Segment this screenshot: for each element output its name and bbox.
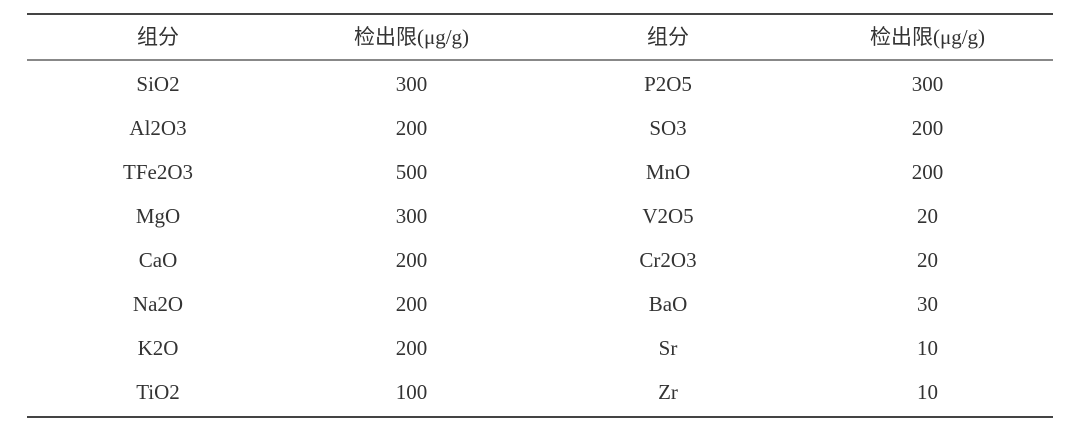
detection-limit-cell: 200 [395, 115, 428, 140]
component-cell: CaO [138, 247, 178, 272]
table-row: TFe2O3 500 MnO 200 [27, 150, 1053, 194]
table-row: TiO2 100 Zr 10 [27, 370, 1053, 414]
component-cell: BaO [648, 291, 688, 316]
header-component: 组分 [647, 24, 689, 49]
detection-limit-cell: 200 [911, 115, 944, 140]
detection-limit-cell: 100 [395, 379, 428, 404]
component-cell: SiO2 [136, 71, 180, 96]
detection-limit-cell: 20 [917, 247, 938, 272]
table-body: SiO2 300 P2O5 300 Al2O3 200 SO3 200 TFe2O3 500 MnO… [27, 61, 1053, 416]
detection-limit-cell: 30 [917, 291, 938, 316]
top-rule [27, 13, 1053, 15]
table-row: MgO 300 V2O5 20 [27, 194, 1053, 238]
detection-limit-cell: 300 [395, 203, 428, 228]
detection-limit-cell: 200 [911, 159, 944, 184]
component-cell: V2O5 [642, 203, 694, 228]
table-row: Al2O3 200 SO3 200 [27, 106, 1053, 150]
detection-limit-cell: 500 [395, 159, 428, 184]
component-cell: K2O [137, 335, 179, 360]
detection-limit-cell: 10 [917, 379, 938, 404]
detection-limit-cell: 200 [395, 247, 428, 272]
detection-limit-cell: 20 [917, 203, 938, 228]
detection-limit-cell: 300 [911, 71, 944, 96]
header-detection-limit: 检出限(μg/g) [353, 24, 470, 49]
component-cell: Sr [658, 335, 678, 360]
component-cell: Cr2O3 [639, 247, 697, 272]
header-row: 组分 检出限(μg/g) 组分 检出限(μg/g) [27, 15, 1053, 59]
component-cell: Na2O [132, 291, 184, 316]
bottom-rule [27, 416, 1053, 418]
detection-limit-cell: 200 [395, 335, 428, 360]
detection-limit-table: 组分 检出限(μg/g) 组分 检出限(μg/g) SiO2 300 P2O5 300… [27, 13, 1053, 418]
component-cell: SO3 [649, 115, 687, 140]
detection-limit-cell: 200 [395, 291, 428, 316]
table-row: SiO2 300 P2O5 300 [27, 62, 1053, 106]
table-row: Na2O 200 BaO 30 [27, 282, 1053, 326]
component-cell: P2O5 [644, 71, 692, 96]
component-cell: MnO [645, 159, 691, 184]
table-row: K2O 200 Sr 10 [27, 326, 1053, 370]
detection-limit-cell: 10 [917, 335, 938, 360]
component-cell: MgO [135, 203, 181, 228]
header-component: 组分 [137, 24, 179, 49]
table-row: CaO 200 Cr2O3 20 [27, 238, 1053, 282]
component-cell: Zr [658, 379, 678, 404]
header-detection-limit: 检出限(μg/g) [869, 24, 986, 49]
detection-limit-cell: 300 [395, 71, 428, 96]
component-cell: TFe2O3 [123, 159, 193, 184]
component-cell: Al2O3 [129, 115, 187, 140]
header-rule [27, 59, 1053, 61]
component-cell: TiO2 [136, 379, 180, 404]
